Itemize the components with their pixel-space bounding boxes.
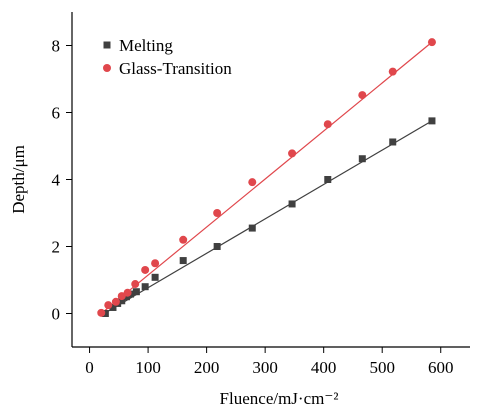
data-point-melting [324,176,332,183]
data-point-glass-transition [97,308,106,317]
data-point-glass-transition [179,235,188,244]
y-axis-title: Depth/μm [9,145,28,214]
data-point-melting [288,200,296,208]
data-point-glass-transition [427,38,436,47]
x-tick-label: 400 [311,358,337,377]
data-point-glass-transition [151,259,160,268]
data-point-melting [358,155,366,163]
y-tick-label: 0 [52,305,61,324]
data-point-glass-transition [111,297,120,306]
data-point-melting [151,273,159,281]
x-tick-label: 100 [135,358,161,377]
legend-label: Glass-Transition [119,59,232,78]
data-point-melting [213,243,221,250]
data-points [97,38,436,317]
x-tick-label: 600 [428,358,454,377]
x-tick-label: 200 [194,358,220,377]
data-point-glass-transition [213,209,222,217]
y-tick-label: 8 [52,37,61,56]
data-point-glass-transition [288,149,297,158]
data-point-melting [101,310,109,317]
data-point-melting [389,138,397,146]
data-point-glass-transition [123,288,132,297]
x-tick-label: 300 [252,358,278,377]
data-point-melting [141,283,149,291]
legend: Melting Glass-Transition [103,36,232,78]
data-point-melting [122,293,130,301]
ticks: 0 100 200 300 400 500 600 0 2 4 6 8 [52,37,454,378]
data-point-melting [179,257,187,265]
data-point-melting [118,297,126,305]
data-point-glass-transition [323,120,332,129]
y-tick-label: 4 [52,171,61,190]
data-point-glass-transition [248,178,257,187]
data-point-melting [248,224,256,232]
x-tick-label: 0 [85,358,94,377]
y-tick-label: 2 [52,238,61,257]
x-axis-title: Fluence/mJ·cm⁻² [220,389,339,408]
data-point-melting [428,117,436,125]
fit-line-1 [100,41,433,314]
legend-label: Melting [119,36,173,55]
data-point-glass-transition [104,301,113,310]
legend-marker-glass-transition [103,64,111,72]
data-point-melting [132,288,140,296]
data-point-glass-transition [358,91,367,100]
data-point-glass-transition [388,67,397,76]
data-point-melting [109,303,117,311]
fit-lines [100,41,433,315]
x-tick-label: 500 [369,358,395,377]
fit-line-0 [103,120,433,315]
y-tick-label: 6 [52,104,61,123]
data-point-glass-transition [117,292,126,301]
data-point-glass-transition [141,265,150,274]
data-point-glass-transition [131,280,140,289]
legend-marker-melting [103,41,111,49]
